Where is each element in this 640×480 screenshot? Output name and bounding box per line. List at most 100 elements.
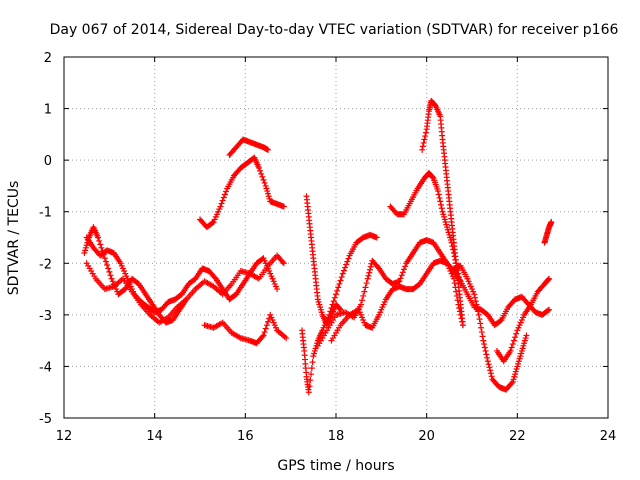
data-point	[544, 307, 551, 314]
data-point	[487, 370, 494, 377]
data-point	[475, 308, 482, 315]
data-point	[104, 262, 111, 269]
data-point	[438, 205, 445, 212]
data-point	[218, 200, 225, 207]
data-point	[338, 274, 345, 281]
data-point	[329, 301, 336, 308]
data-point	[488, 373, 495, 380]
data-point	[472, 294, 479, 301]
data-point	[479, 333, 486, 340]
data-point	[367, 263, 374, 270]
y-tick-label: 1	[44, 103, 52, 118]
data-point	[217, 203, 224, 210]
data-point	[105, 265, 112, 272]
data-point	[401, 266, 407, 273]
data-point	[259, 333, 266, 340]
data-point	[361, 288, 368, 295]
data-point	[481, 344, 488, 351]
data-point	[357, 301, 364, 308]
data-point	[473, 301, 480, 308]
data-point	[399, 269, 406, 276]
data-point	[96, 237, 103, 244]
data-point	[339, 270, 346, 277]
data-point	[485, 361, 492, 368]
data-point	[308, 371, 315, 378]
data-point	[476, 316, 483, 323]
data-point	[429, 174, 436, 181]
series-track-12	[419, 97, 466, 329]
data-point	[523, 332, 530, 339]
data-point	[262, 325, 269, 332]
data-point	[107, 272, 114, 279]
series-track-2	[83, 234, 281, 316]
data-point	[474, 304, 481, 311]
data-point	[512, 334, 519, 341]
data-point	[451, 280, 458, 287]
series-track-6	[201, 311, 290, 347]
data-point	[421, 136, 428, 143]
series-track-4	[197, 154, 287, 231]
data-point	[422, 133, 429, 140]
x-tick-label: 24	[600, 429, 617, 444]
x-tick-label: 14	[146, 429, 163, 444]
data-point	[274, 286, 281, 293]
data-point	[420, 139, 427, 146]
series-track-7	[303, 193, 344, 329]
data-point	[509, 341, 516, 348]
data-point	[333, 291, 339, 298]
data-point	[342, 264, 349, 271]
data-point	[336, 280, 343, 287]
data-point	[478, 329, 485, 336]
data-point	[483, 351, 490, 358]
data-point	[106, 268, 113, 275]
series-track-3	[83, 252, 287, 326]
data-point	[475, 311, 482, 318]
plot-frame	[63, 56, 609, 419]
data-point	[367, 266, 373, 273]
data-point	[365, 272, 372, 279]
data-point	[221, 191, 228, 198]
data-point	[279, 258, 286, 265]
data-point	[435, 191, 442, 198]
data-point	[308, 365, 315, 372]
data-point	[97, 241, 104, 248]
data-points	[81, 97, 555, 396]
data-point	[335, 284, 342, 291]
data-point	[364, 275, 371, 282]
data-point	[438, 201, 445, 208]
y-tick-label: 2	[44, 51, 52, 66]
data-point	[497, 317, 504, 324]
data-point	[261, 329, 268, 336]
data-point	[366, 269, 373, 276]
data-point	[309, 359, 316, 366]
data-point	[484, 354, 491, 361]
data-point	[419, 143, 426, 150]
series-track-10	[328, 257, 466, 344]
data-point	[345, 255, 352, 262]
data-point	[419, 146, 426, 153]
data-point	[283, 335, 290, 342]
x-tick-label: 18	[328, 429, 345, 444]
series-track-5	[226, 136, 271, 158]
data-point	[437, 198, 444, 205]
data-point	[307, 377, 314, 384]
data-point	[477, 320, 484, 327]
data-point	[280, 203, 287, 210]
data-point	[481, 341, 488, 348]
data-point	[546, 275, 553, 282]
data-point	[305, 389, 312, 396]
data-point	[362, 284, 369, 291]
data-point	[265, 146, 271, 153]
data-point	[258, 170, 265, 177]
x-tick-label: 22	[509, 429, 526, 444]
data-point	[360, 292, 367, 299]
data-point	[330, 298, 337, 305]
data-point	[487, 367, 494, 374]
series-track-13	[450, 262, 530, 393]
data-point	[344, 258, 351, 265]
data-point	[334, 287, 341, 294]
data-point	[510, 337, 517, 344]
x-tick-label: 12	[56, 429, 73, 444]
data-point	[101, 255, 108, 262]
